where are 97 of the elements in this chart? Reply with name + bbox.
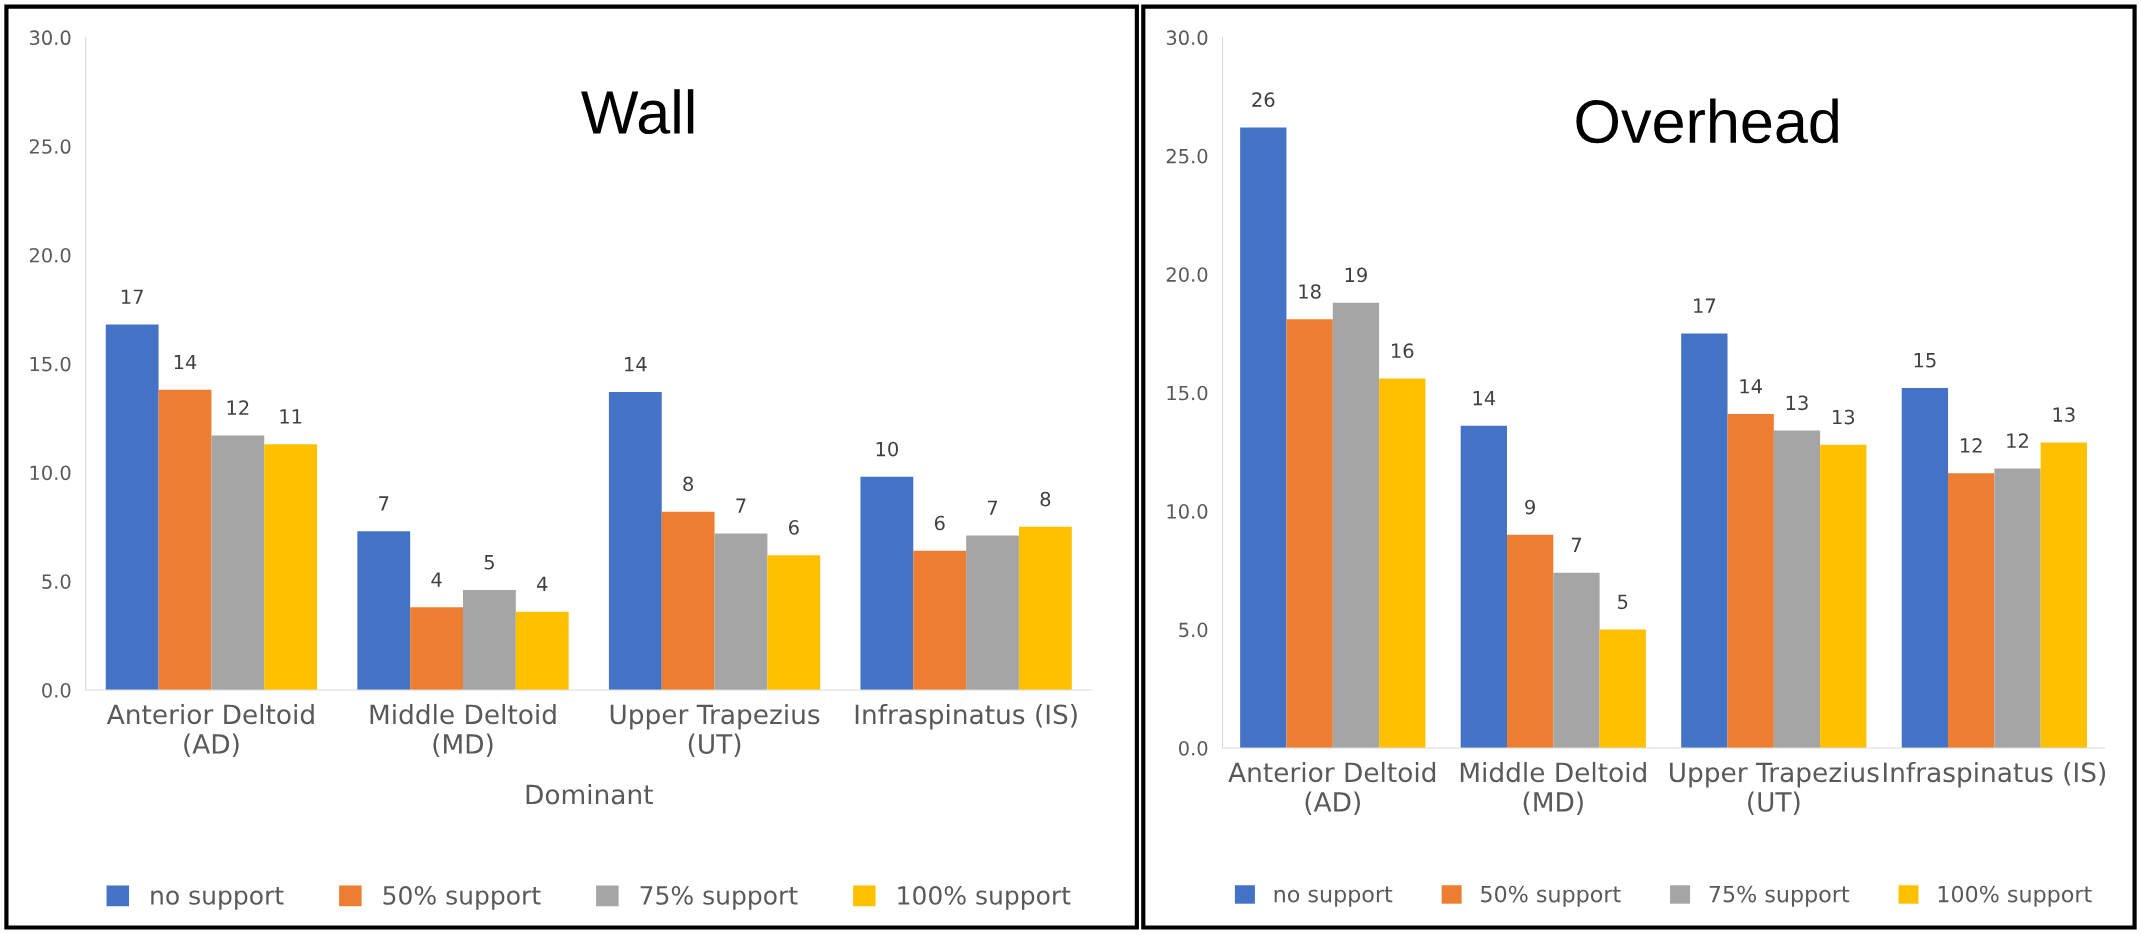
y-tick-label: 10.0 bbox=[1167, 504, 1208, 519]
data-label: 8 bbox=[1040, 491, 1051, 507]
bar bbox=[264, 444, 318, 691]
data-label: 17 bbox=[121, 289, 143, 304]
y-tick-label: 5.0 bbox=[1179, 622, 1208, 638]
legend-label: 100% support bbox=[1938, 885, 2092, 907]
data-label: 12 bbox=[227, 400, 249, 415]
x-tick-label: Anterior Deltoid (AD) bbox=[1228, 761, 1436, 815]
data-label: 14 bbox=[1473, 390, 1496, 406]
legend-label: 75% support bbox=[640, 885, 798, 910]
bar bbox=[1681, 333, 1728, 748]
text: Overhead bbox=[1576, 98, 1838, 144]
bar bbox=[1240, 127, 1287, 748]
bar bbox=[462, 589, 516, 691]
data-label: 14 bbox=[625, 357, 647, 372]
bar bbox=[860, 476, 914, 691]
legend-label: 50% support bbox=[1481, 885, 1621, 907]
data-label: 7 bbox=[987, 500, 998, 515]
data-label: 4 bbox=[431, 572, 442, 587]
bar bbox=[410, 607, 463, 691]
data-label: 18 bbox=[1299, 284, 1321, 299]
bar bbox=[1901, 387, 1949, 748]
data-label: 7 bbox=[1571, 537, 1581, 553]
bar bbox=[1506, 534, 1554, 748]
bar bbox=[158, 389, 212, 691]
bar bbox=[1599, 629, 1646, 748]
bar bbox=[767, 555, 821, 691]
data-label: 10 bbox=[876, 441, 898, 457]
data-label: 12 bbox=[1960, 438, 1982, 453]
x-tick-label: Upper Trapezius (UT) bbox=[1670, 761, 1879, 815]
x-tick-label: Anterior Deltoid (AD) bbox=[106, 703, 314, 757]
bar bbox=[1460, 425, 1507, 748]
legend-label: 75% support bbox=[1709, 885, 1850, 907]
data-label: 13 bbox=[1786, 395, 1808, 411]
y-tick-label: 5.0 bbox=[42, 574, 71, 589]
y-tick-label: 10.0 bbox=[30, 465, 71, 481]
y-tick-label: 15.0 bbox=[30, 356, 71, 372]
data-label: 11 bbox=[280, 409, 302, 424]
legend-label: no support bbox=[1274, 886, 1393, 907]
y-tick-label: 15.0 bbox=[1167, 385, 1208, 401]
data-label: 5 bbox=[1618, 594, 1628, 610]
y-tick-label: 20.0 bbox=[1166, 267, 1208, 282]
y-tick-label: 0.0 bbox=[1178, 740, 1208, 756]
bar bbox=[714, 533, 768, 691]
data-label: 19 bbox=[1345, 267, 1367, 283]
y-tick-label: 0.0 bbox=[42, 682, 71, 698]
y-tick-label: 30.0 bbox=[1166, 30, 1208, 46]
legend-label: no support bbox=[151, 886, 284, 910]
text: Wall bbox=[581, 89, 694, 135]
bar bbox=[1994, 468, 2041, 748]
bar bbox=[1773, 430, 1821, 748]
x-axis-title: Dominant bbox=[526, 784, 653, 805]
bar bbox=[966, 535, 1019, 691]
x-tick-label: Middle Deltoid (MD) bbox=[1460, 761, 1646, 815]
legend-label: 50% support bbox=[383, 885, 541, 910]
bar bbox=[1727, 414, 1774, 748]
x-tick-label: Infraspinatus (IS) bbox=[1883, 761, 2106, 788]
data-label: 8 bbox=[683, 476, 693, 492]
x-tick-label: Upper Trapezius (UT) bbox=[610, 703, 820, 757]
data-label: 6 bbox=[934, 515, 945, 531]
x-tick-label: Middle Deltoid (MD) bbox=[370, 703, 556, 757]
bar bbox=[515, 611, 569, 691]
data-label: 7 bbox=[736, 498, 746, 513]
y-tick-label: 25.0 bbox=[29, 139, 71, 154]
data-label: 9 bbox=[1525, 499, 1535, 515]
data-label: 4 bbox=[537, 576, 548, 591]
bar bbox=[913, 550, 967, 691]
data-label: 16 bbox=[1392, 343, 1414, 359]
data-label: 13 bbox=[1833, 409, 1855, 425]
bar bbox=[1379, 378, 1426, 748]
data-label: 13 bbox=[2053, 407, 2075, 423]
y-tick-label: 20.0 bbox=[29, 247, 71, 263]
bar bbox=[661, 511, 715, 691]
x-tick-label: Infraspinatus (IS) bbox=[855, 703, 1077, 730]
y-tick-label: 30.0 bbox=[29, 30, 71, 46]
data-label: 7 bbox=[379, 496, 389, 511]
legend-label: 100% support bbox=[898, 885, 1071, 910]
bar bbox=[1332, 302, 1380, 748]
bar bbox=[1553, 572, 1600, 748]
data-label: 6 bbox=[788, 520, 799, 535]
y-tick-label: 25.0 bbox=[1166, 148, 1208, 164]
data-label: 5 bbox=[484, 555, 494, 570]
data-label: 14 bbox=[174, 354, 197, 370]
bar bbox=[211, 435, 265, 691]
bar bbox=[2040, 442, 2087, 748]
bar bbox=[1820, 444, 1867, 748]
bar bbox=[1948, 473, 1995, 748]
bar bbox=[1018, 526, 1072, 691]
bar bbox=[608, 392, 662, 691]
bar bbox=[1286, 319, 1333, 748]
data-label: 12 bbox=[2007, 433, 2028, 448]
data-label: 26 bbox=[1252, 92, 1275, 107]
data-label: 14 bbox=[1740, 379, 1762, 394]
bar bbox=[105, 324, 159, 691]
data-label: 17 bbox=[1694, 298, 1716, 313]
bar bbox=[357, 531, 411, 691]
data-label: 15 bbox=[1914, 353, 1936, 368]
